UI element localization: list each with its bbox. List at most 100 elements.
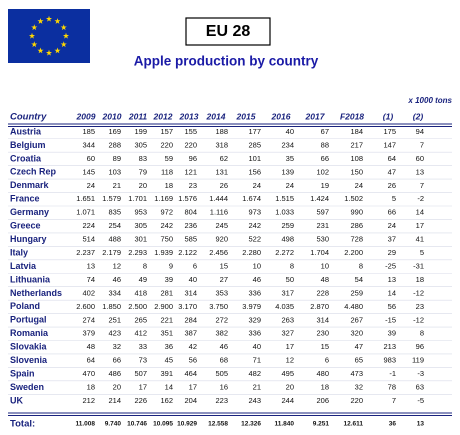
- cell: 1.939: [154, 248, 173, 257]
- total-cell: 11.008: [75, 421, 95, 428]
- cell: 101: [248, 154, 261, 163]
- cell: 14: [388, 288, 396, 297]
- cell: -2: [417, 194, 424, 203]
- cell: 2.200: [344, 248, 363, 257]
- cell: 8: [143, 261, 147, 270]
- cell: 286: [350, 221, 363, 230]
- total-cell: 9.740: [105, 421, 122, 428]
- cell: 64: [388, 154, 396, 163]
- cell: 14: [165, 383, 173, 392]
- cell: 1.674: [242, 194, 261, 203]
- cell: 220: [350, 396, 363, 405]
- country: Slovakia: [10, 342, 48, 352]
- star: [60, 41, 67, 48]
- cell: 54: [355, 275, 363, 284]
- cell: 1.116: [210, 208, 228, 217]
- cell: 1.424: [310, 194, 329, 203]
- cell: 351: [160, 329, 173, 338]
- cell: 1.515: [275, 194, 294, 203]
- cell: 96: [189, 154, 197, 163]
- cell: 327: [281, 329, 294, 338]
- cell: 301: [134, 235, 147, 244]
- star: [54, 18, 61, 24]
- cell: -5: [417, 396, 424, 405]
- cell: 2.456: [209, 248, 228, 257]
- country: Italy: [10, 247, 28, 257]
- country: Latvia: [10, 261, 37, 271]
- cell: 46: [253, 275, 261, 284]
- cell: 18: [416, 275, 424, 284]
- cell: 7: [420, 181, 424, 190]
- cell: 522: [248, 235, 261, 244]
- total-cell: 36: [389, 421, 397, 428]
- cell: 56: [189, 356, 197, 365]
- cell: 64: [87, 356, 95, 365]
- cell: 185: [82, 127, 95, 136]
- cell: 259: [350, 288, 363, 297]
- cell: 2.272: [275, 248, 294, 257]
- star: [31, 41, 38, 48]
- country: Slovenia: [10, 355, 48, 365]
- cell: 204: [184, 396, 197, 405]
- country: UK: [10, 395, 23, 405]
- cell: 156: [248, 167, 261, 176]
- column-header: 2012: [153, 111, 173, 121]
- country: Netherlands: [10, 288, 62, 298]
- cell: 24: [87, 181, 95, 190]
- cell: 15: [321, 342, 329, 351]
- cell: 18: [87, 383, 95, 392]
- country: Croatia: [10, 153, 42, 163]
- cell: 6: [193, 261, 197, 270]
- column-header: 2009: [76, 111, 96, 121]
- cell: 1.576: [178, 194, 197, 203]
- cell: 387: [184, 329, 197, 338]
- cell: 8: [359, 261, 363, 270]
- cell: 18: [165, 181, 173, 190]
- cell: 45: [165, 356, 173, 365]
- cell: 1.701: [128, 194, 147, 203]
- country: Portugal: [10, 315, 47, 325]
- cell: -12: [413, 315, 424, 324]
- cell: 2.600: [76, 302, 95, 311]
- cell: 49: [139, 275, 147, 284]
- cell: 79: [139, 167, 147, 176]
- cell: 48: [321, 275, 329, 284]
- country: France: [10, 194, 40, 204]
- cell: 3.750: [209, 302, 228, 311]
- star: [28, 32, 36, 39]
- country: Romania: [10, 328, 49, 338]
- cell: 213: [383, 342, 396, 351]
- cell: 119: [412, 356, 424, 365]
- cell: 40: [253, 342, 261, 351]
- cell: 66: [113, 356, 121, 365]
- cell: -31: [413, 261, 424, 270]
- cell: -15: [385, 315, 396, 324]
- cell: 68: [220, 356, 228, 365]
- cell: 353: [215, 288, 228, 297]
- column-header: 2015: [236, 111, 256, 121]
- country: Greece: [10, 221, 41, 231]
- cell: 20: [286, 383, 294, 392]
- cell: 412: [134, 329, 147, 338]
- cell: 224: [82, 221, 95, 230]
- total-cell: 10.929: [177, 421, 197, 428]
- cell: 835: [108, 208, 121, 217]
- cell: 314: [316, 315, 329, 324]
- cell: 47: [388, 167, 396, 176]
- cell: 242: [248, 221, 261, 230]
- title: Apple production by country: [134, 54, 319, 69]
- cell: 188: [215, 127, 228, 136]
- total-label: Total:: [10, 419, 35, 430]
- cell: 33: [139, 342, 147, 351]
- cell: 470: [82, 369, 95, 378]
- cell: 206: [316, 396, 329, 405]
- cell: 40: [286, 127, 294, 136]
- cell: 1.033: [275, 208, 294, 217]
- cell: 83: [139, 154, 147, 163]
- cell: 199: [134, 127, 147, 136]
- column-header: F2018: [340, 111, 364, 121]
- cell: 24: [355, 181, 363, 190]
- cell: 274: [82, 315, 95, 324]
- cell: 585: [184, 235, 197, 244]
